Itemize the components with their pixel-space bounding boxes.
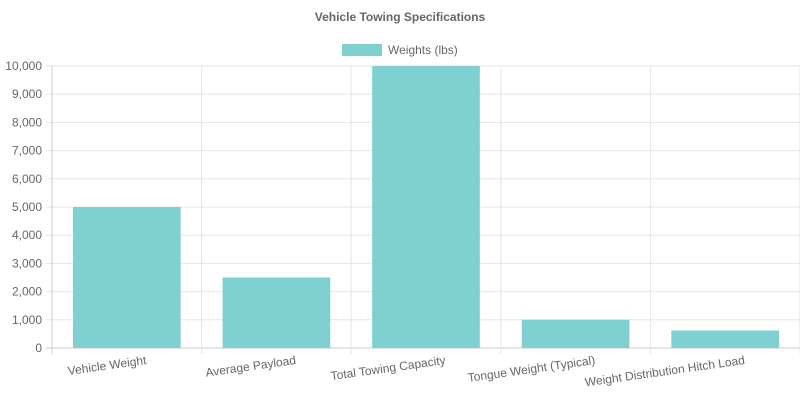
y-tick-label: 10,000 <box>5 59 42 73</box>
bar <box>372 66 480 348</box>
y-tick-label: 5,000 <box>12 200 42 214</box>
x-axis-ticks: Vehicle Weight Average Payload Total Towin… <box>67 353 746 389</box>
legend-swatch <box>342 44 382 56</box>
y-tick-label: 9,000 <box>12 87 42 101</box>
y-tick-label: 0 <box>35 341 42 355</box>
y-tick-label: 4,000 <box>12 228 42 242</box>
y-tick-label: 7,000 <box>12 144 42 158</box>
x-tick-label: Weight Distribution Hitch Load <box>584 353 746 389</box>
y-tick-label: 2,000 <box>12 285 42 299</box>
y-axis-ticks: 0 1,000 2,000 3,000 4,000 5,000 6,000 7,000 8,00… <box>5 59 42 355</box>
bar <box>671 330 780 348</box>
bar <box>222 277 331 348</box>
y-tick-label: 8,000 <box>12 115 42 129</box>
legend: Weights (lbs) <box>342 43 458 57</box>
x-tick-label: Tongue Weight (Typical) <box>467 353 596 385</box>
x-tick-label: Total Towing Capacity <box>330 353 447 383</box>
y-tick-label: 3,000 <box>12 256 42 270</box>
y-tick-label: 6,000 <box>12 172 42 186</box>
legend-label: Weights (lbs) <box>388 43 458 57</box>
y-tick-label: 1,000 <box>12 313 42 327</box>
x-tick-label: Average Payload <box>205 353 297 380</box>
x-tick-label: Vehicle Weight <box>67 353 148 378</box>
bar <box>72 207 181 348</box>
chart-title: Vehicle Towing Specifications <box>315 10 486 24</box>
bars <box>72 66 780 348</box>
bar <box>521 319 630 348</box>
